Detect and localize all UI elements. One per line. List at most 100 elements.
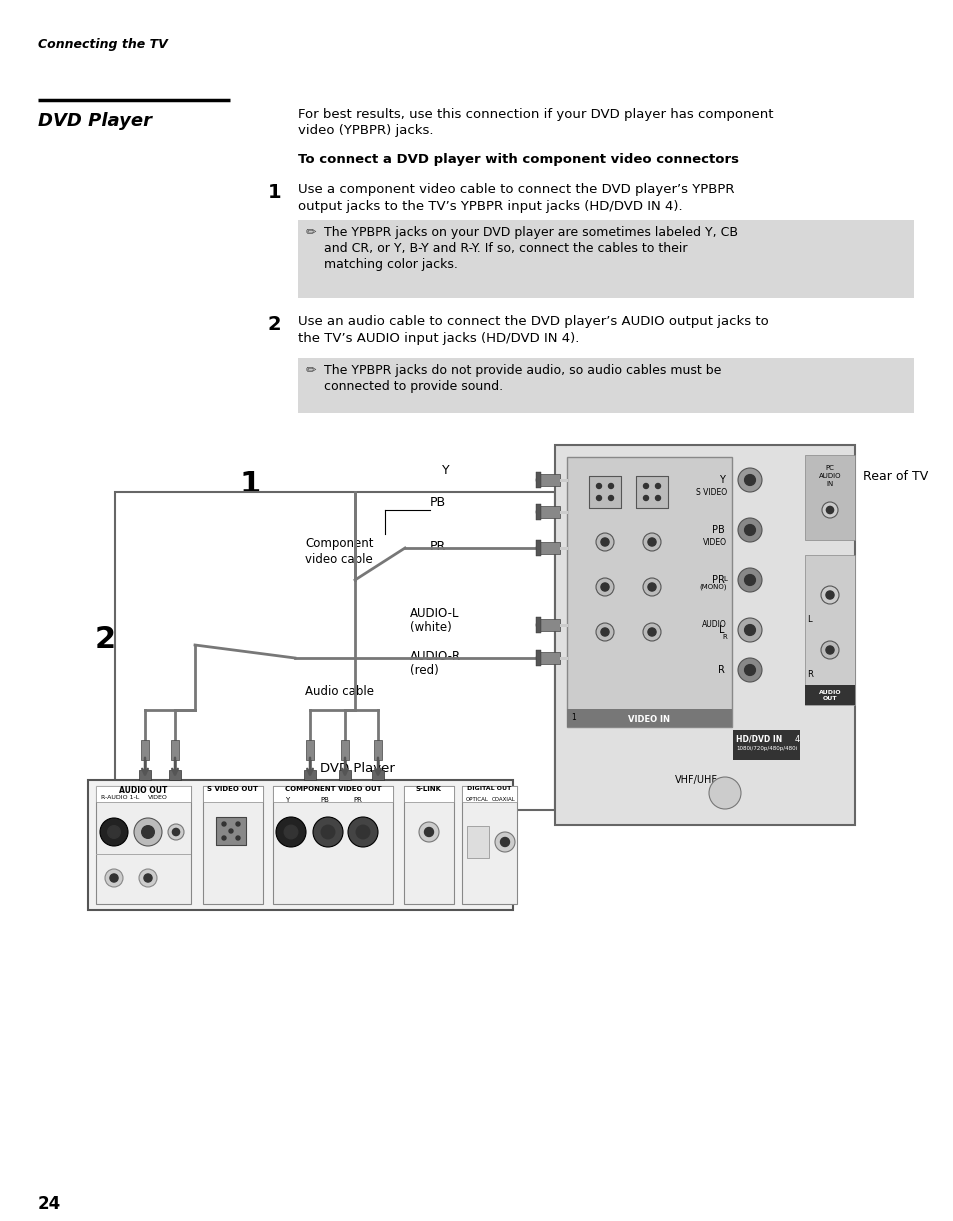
Text: To connect a DVD player with component video connectors: To connect a DVD player with component v… — [297, 153, 739, 166]
Text: For best results, use this connection if your DVD player has component: For best results, use this connection if… — [297, 107, 773, 121]
Text: 24: 24 — [38, 1195, 61, 1212]
Circle shape — [655, 484, 659, 488]
Bar — [555, 444, 854, 825]
Bar — [403, 786, 454, 904]
Circle shape — [172, 828, 179, 835]
Text: PC
AUDIO
IN: PC AUDIO IN — [818, 465, 841, 487]
Circle shape — [643, 484, 648, 488]
Text: COMPONENT VIDEO OUT: COMPONENT VIDEO OUT — [284, 786, 381, 792]
Circle shape — [235, 836, 240, 840]
Circle shape — [647, 628, 656, 636]
Circle shape — [738, 518, 761, 542]
Text: Use a component video cable to connect the DVD player’s YPBPR: Use a component video cable to connect t… — [297, 183, 734, 197]
Circle shape — [495, 832, 515, 852]
Bar — [559, 547, 567, 549]
Circle shape — [600, 628, 608, 636]
Bar — [115, 492, 555, 810]
Text: PR: PR — [711, 575, 724, 585]
Circle shape — [108, 825, 120, 839]
Bar — [537, 619, 559, 631]
Text: DVD Player: DVD Player — [319, 762, 395, 775]
Circle shape — [222, 836, 226, 840]
Text: Y: Y — [719, 475, 724, 485]
Circle shape — [313, 817, 343, 847]
Circle shape — [738, 618, 761, 642]
Bar — [461, 786, 517, 904]
Circle shape — [100, 818, 128, 846]
Bar — [467, 825, 489, 858]
Text: output jacks to the TV’s YPBPR input jacks (HD/DVD IN 4).: output jacks to the TV’s YPBPR input jac… — [297, 200, 682, 212]
Text: Rear of TV: Rear of TV — [862, 470, 927, 484]
Text: L: L — [806, 615, 811, 624]
Text: Component: Component — [305, 537, 374, 549]
Circle shape — [235, 822, 240, 825]
Text: DVD Player: DVD Player — [38, 112, 152, 129]
Text: 2: 2 — [268, 315, 281, 335]
Text: PR: PR — [353, 797, 361, 803]
Bar — [306, 740, 314, 759]
Bar — [536, 617, 540, 632]
Text: The YPBPR jacks do not provide audio, so audio cables must be: The YPBPR jacks do not provide audio, so… — [324, 364, 720, 377]
Circle shape — [643, 496, 648, 501]
Text: PB: PB — [712, 525, 724, 535]
Text: PB: PB — [430, 496, 446, 509]
Circle shape — [647, 538, 656, 546]
Circle shape — [110, 874, 118, 882]
Circle shape — [600, 582, 608, 591]
Circle shape — [655, 496, 659, 501]
Text: ✏: ✏ — [306, 226, 316, 239]
Text: DIGITAL OUT: DIGITAL OUT — [466, 786, 511, 791]
Bar — [203, 786, 263, 802]
Text: OPTICAL: OPTICAL — [465, 797, 488, 802]
Circle shape — [744, 525, 755, 535]
Bar — [372, 770, 384, 780]
Text: R: R — [721, 634, 726, 640]
Text: L: L — [719, 625, 724, 635]
Bar — [304, 770, 315, 780]
Text: Connecting the TV: Connecting the TV — [38, 38, 168, 51]
Text: R: R — [806, 670, 812, 679]
Bar — [297, 220, 913, 298]
Text: 1: 1 — [571, 713, 576, 722]
Circle shape — [168, 824, 184, 840]
Circle shape — [821, 641, 838, 659]
Circle shape — [825, 591, 833, 600]
Circle shape — [738, 658, 761, 683]
Circle shape — [500, 838, 509, 846]
Text: Audio cable: Audio cable — [305, 685, 374, 698]
Text: (red): (red) — [410, 664, 438, 676]
Circle shape — [608, 484, 613, 488]
Text: 1: 1 — [240, 470, 261, 499]
Bar — [559, 657, 567, 659]
Bar — [139, 770, 151, 780]
Bar — [537, 542, 559, 554]
Circle shape — [825, 646, 833, 654]
Bar — [338, 770, 351, 780]
Circle shape — [348, 817, 377, 847]
Text: The YPBPR jacks on your DVD player are sometimes labeled Y, CB: The YPBPR jacks on your DVD player are s… — [324, 226, 738, 239]
Circle shape — [642, 623, 660, 641]
Bar — [141, 740, 149, 759]
Circle shape — [596, 496, 601, 501]
Bar — [732, 730, 800, 759]
Bar — [537, 505, 559, 518]
Bar — [403, 786, 454, 802]
Bar — [461, 786, 517, 802]
Text: AUDIO: AUDIO — [701, 619, 726, 629]
Circle shape — [744, 664, 755, 675]
Bar — [203, 786, 263, 904]
Text: 2: 2 — [95, 625, 116, 654]
Bar — [96, 786, 191, 802]
Circle shape — [647, 582, 656, 591]
Circle shape — [229, 829, 233, 833]
Circle shape — [642, 534, 660, 551]
Circle shape — [744, 625, 755, 635]
Text: video (YPBPR) jacks.: video (YPBPR) jacks. — [297, 125, 433, 137]
Circle shape — [144, 874, 152, 882]
Bar — [215, 817, 246, 845]
Text: R-AUDIO 1-L: R-AUDIO 1-L — [101, 795, 139, 800]
Bar — [804, 455, 854, 540]
Circle shape — [825, 507, 833, 514]
Text: VHF/UHF: VHF/UHF — [675, 775, 718, 785]
Text: AUDIO OUT: AUDIO OUT — [119, 786, 167, 795]
